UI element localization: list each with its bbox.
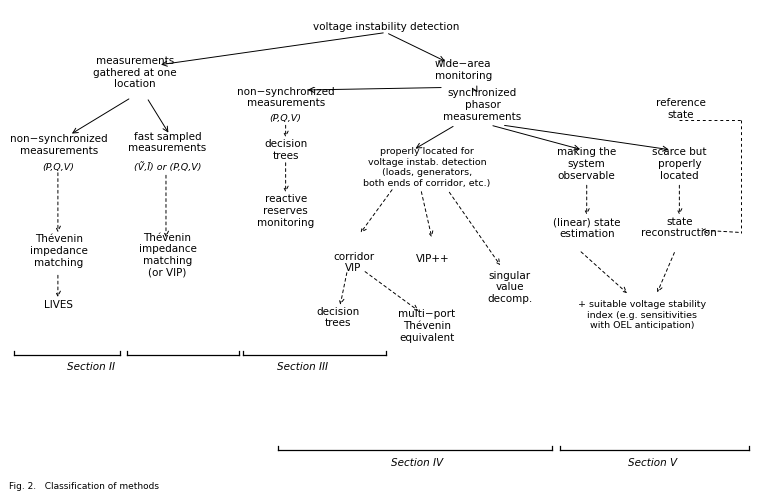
Text: properly located for
voltage instab. detection
(loads, generators,
both ends of : properly located for voltage instab. det…: [364, 148, 490, 188]
Text: LIVES: LIVES: [44, 300, 73, 310]
Text: Section II: Section II: [67, 362, 115, 372]
Text: singular
value
decomp.: singular value decomp.: [487, 271, 532, 304]
Text: (Ṽ,Ī) or (P,Q,V): (Ṽ,Ī) or (P,Q,V): [134, 162, 201, 172]
Text: corridor
VIP: corridor VIP: [333, 252, 374, 274]
Text: (linear) state
estimation: (linear) state estimation: [553, 218, 621, 240]
Text: + suitable voltage stability
index (e.g. sensitivities
with OEL anticipation): + suitable voltage stability index (e.g.…: [578, 300, 706, 330]
Text: reactive
reserves
monitoring: reactive reserves monitoring: [257, 194, 314, 228]
Text: Fig. 2.   Classification of methods: Fig. 2. Classification of methods: [9, 482, 159, 491]
Text: Section III: Section III: [277, 362, 328, 372]
Text: non−synchronized
measurements: non−synchronized measurements: [10, 134, 107, 156]
Text: measurements
gathered at one
location: measurements gathered at one location: [93, 56, 177, 89]
Text: fast sampled
measurements: fast sampled measurements: [128, 132, 207, 154]
Text: decision
trees: decision trees: [317, 306, 360, 328]
Text: Thévenin
impedance
matching
(or VIP): Thévenin impedance matching (or VIP): [139, 232, 196, 278]
Text: (P,Q,V): (P,Q,V): [269, 114, 302, 124]
Text: scarce but
properly
located: scarce but properly located: [652, 148, 706, 180]
Text: multi−port
Thévenin
equivalent: multi−port Thévenin equivalent: [398, 310, 455, 342]
Text: Thévenin
impedance
matching: Thévenin impedance matching: [30, 234, 87, 268]
Text: Section IV: Section IV: [391, 458, 443, 468]
Text: making the
system
observable: making the system observable: [557, 148, 616, 180]
Text: VIP++: VIP++: [415, 254, 449, 264]
Text: state
reconstruction: state reconstruction: [642, 216, 717, 238]
Text: wide−area
monitoring: wide−area monitoring: [435, 59, 492, 81]
Text: decision
trees: decision trees: [264, 139, 307, 161]
Text: (P,Q,V): (P,Q,V): [42, 163, 75, 172]
Text: synchronized
phasor
measurements: synchronized phasor measurements: [443, 88, 522, 122]
Text: voltage instability detection: voltage instability detection: [313, 22, 459, 32]
Text: Section V: Section V: [628, 458, 677, 468]
Text: reference
state: reference state: [656, 98, 706, 120]
Text: non−synchronized
measurements: non−synchronized measurements: [237, 86, 334, 108]
